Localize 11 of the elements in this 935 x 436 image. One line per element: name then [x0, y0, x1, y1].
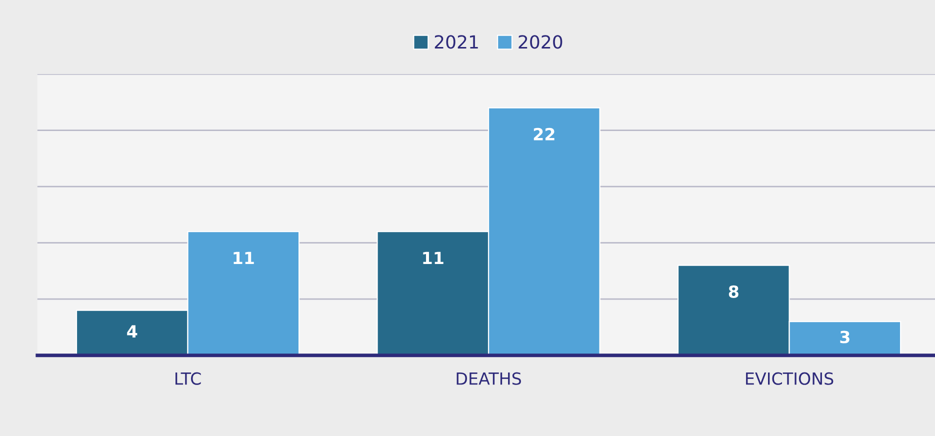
x-tick-label: EVICTIONS	[746, 372, 834, 385]
data-label: 4	[127, 325, 138, 338]
legend-label: 2020	[518, 35, 562, 49]
data-label: 11	[234, 252, 254, 264]
data-label: 11	[423, 252, 444, 264]
legend-label: 2021	[434, 35, 478, 49]
data-label: 3	[840, 330, 850, 344]
x-tick-label: LTC	[176, 372, 201, 385]
x-tick-label: DEATHS	[456, 372, 521, 385]
data-label: 22	[534, 128, 554, 140]
data-label: 8	[728, 285, 738, 298]
